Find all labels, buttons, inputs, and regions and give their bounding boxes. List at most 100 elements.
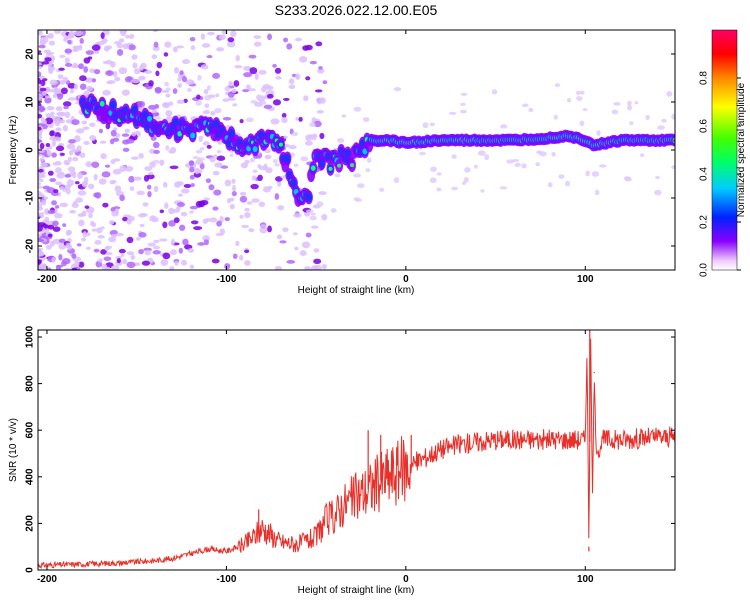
snr-y-axis: 0 200 400 600 800 1000	[25, 325, 675, 573]
noise-blob	[94, 192, 102, 199]
noise-blob	[203, 89, 209, 95]
noise-blob	[231, 178, 236, 184]
noise-blob	[136, 237, 141, 241]
noise-blob	[136, 100, 146, 108]
noise-blob	[116, 257, 121, 264]
noise-blob	[71, 267, 78, 270]
noise-blob	[175, 181, 184, 186]
noise-blob	[176, 206, 182, 210]
noise-blob	[65, 188, 71, 195]
snr-plot-area	[38, 330, 675, 570]
colorbar-tick-label: 0.0	[699, 263, 710, 277]
noise-blob	[153, 185, 159, 193]
noise-blob	[122, 216, 128, 222]
y-tick-label: -20	[25, 238, 36, 253]
noise-blob	[118, 67, 128, 75]
noise-blob	[38, 44, 46, 49]
noise-blob	[134, 262, 141, 267]
noise-blob	[205, 178, 211, 184]
noise-blob	[102, 202, 109, 208]
noise-blob	[267, 225, 272, 233]
noise-blob	[362, 117, 370, 122]
noise-blob	[214, 162, 223, 168]
noise-blob	[460, 92, 468, 96]
noise-blob	[181, 59, 191, 65]
noise-blob	[67, 156, 72, 163]
noise-blob	[120, 252, 125, 258]
noise-blob	[38, 192, 43, 197]
noise-blob	[60, 87, 68, 95]
noise-blob	[81, 210, 87, 215]
noise-blob	[74, 135, 81, 143]
noise-blob	[430, 166, 437, 172]
noise-blob	[239, 195, 248, 203]
noise-blob	[164, 81, 169, 87]
noise-blob	[49, 79, 58, 86]
noise-blob	[122, 147, 130, 152]
noise-blob	[39, 36, 49, 44]
noise-blob	[138, 249, 144, 255]
noise-blob	[79, 83, 87, 90]
noise-blob	[316, 97, 323, 105]
noise-blob	[189, 37, 196, 42]
noise-blob	[54, 213, 63, 219]
colorbar-gradient	[711, 29, 738, 271]
noise-blob	[229, 153, 234, 158]
noise-blob	[104, 164, 111, 168]
noise-blob	[178, 247, 183, 254]
noise-blob	[258, 100, 267, 105]
noise-blob	[38, 77, 42, 85]
noise-blob	[189, 174, 195, 180]
noise-blob	[582, 108, 588, 112]
noise-blob	[126, 236, 134, 244]
ridge-band	[110, 100, 117, 110]
noise-blob	[248, 228, 255, 233]
noise-blob	[54, 160, 62, 166]
x-tick-label: -200	[37, 574, 57, 585]
noise-blob	[56, 172, 66, 179]
noise-blob	[244, 212, 251, 219]
noise-blob	[84, 77, 94, 82]
noise-blob	[89, 122, 96, 127]
noise-blob	[144, 70, 153, 74]
noise-blob	[177, 83, 183, 88]
ridge-band	[177, 131, 182, 136]
noise-blob	[176, 99, 185, 104]
noise-blob	[172, 88, 178, 95]
noise-blob	[190, 80, 195, 84]
noise-blob	[122, 258, 128, 265]
noise-blob	[313, 120, 322, 128]
noise-blob	[84, 205, 90, 209]
noise-blob	[591, 171, 600, 177]
noise-blob	[55, 264, 64, 268]
noise-blob	[65, 119, 73, 124]
noise-blob	[47, 209, 56, 215]
noise-blob	[251, 198, 260, 203]
noise-blob	[180, 188, 190, 194]
noise-blob	[224, 217, 230, 222]
noise-blob	[564, 180, 571, 187]
noise-blob	[71, 202, 79, 209]
noise-blob	[71, 119, 80, 126]
noise-blob	[198, 135, 204, 140]
noise-blob	[98, 128, 103, 134]
noise-blob	[98, 178, 107, 185]
noise-blob	[301, 241, 311, 249]
noise-blob	[315, 41, 323, 47]
noise-blob	[147, 174, 155, 180]
noise-blob	[152, 250, 162, 255]
noise-blob	[38, 222, 46, 226]
noise-blob	[379, 187, 385, 192]
noise-blob	[204, 218, 212, 222]
noise-blob	[219, 215, 224, 223]
noise-blob	[38, 96, 42, 100]
noise-blob	[202, 110, 209, 115]
noise-blob	[224, 179, 232, 187]
noise-blob	[103, 256, 112, 262]
noise-blob	[511, 158, 520, 163]
noise-blob	[365, 168, 371, 173]
noise-blob	[78, 219, 85, 227]
noise-blob	[197, 74, 202, 81]
snr-x-axis: -200 -100 0 100	[37, 330, 594, 585]
